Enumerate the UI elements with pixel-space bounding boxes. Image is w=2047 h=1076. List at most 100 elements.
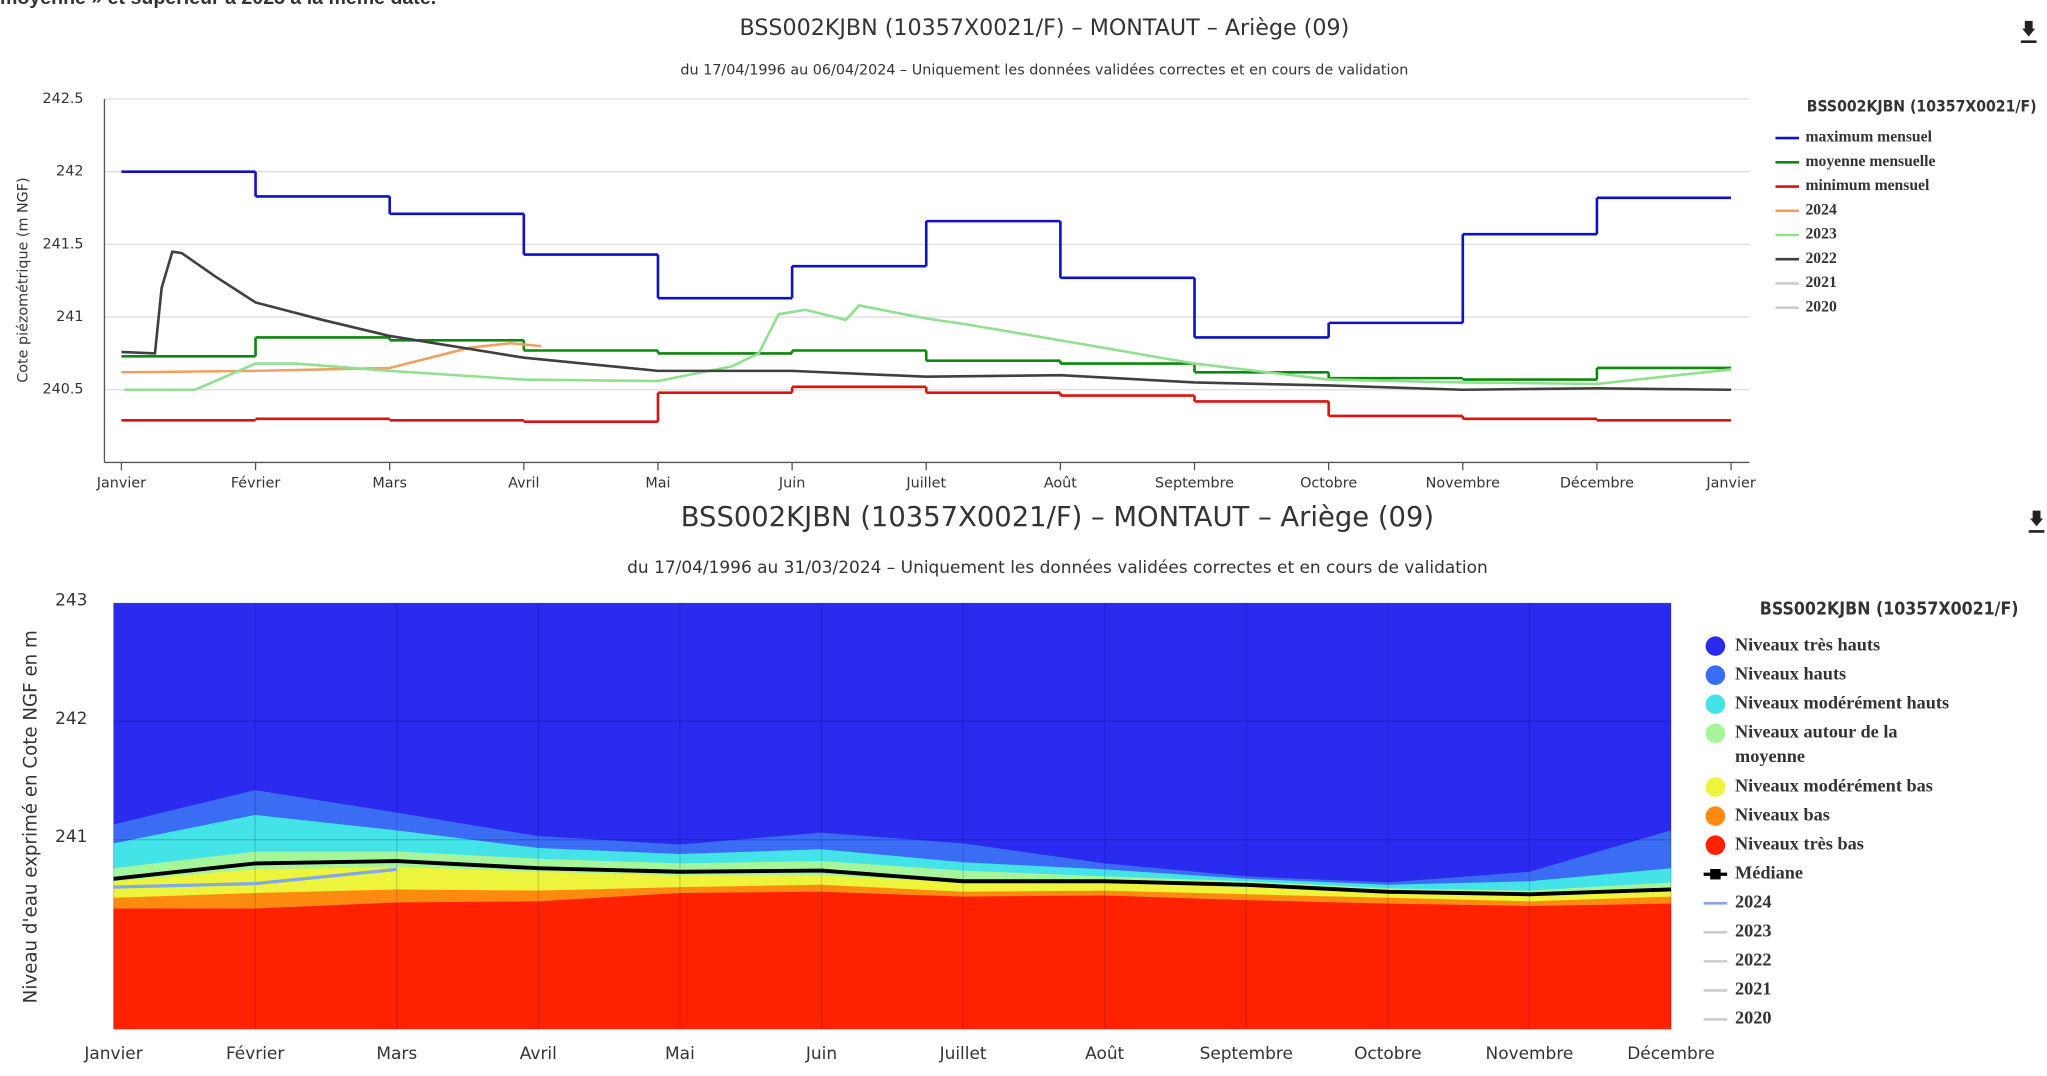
legend-item[interactable]: 2022 [1775, 250, 1837, 267]
legend-swatch[interactable] [1705, 723, 1726, 744]
legend-label[interactable]: Niveaux hauts [1735, 663, 1846, 683]
x-tick-label: Décembre [1627, 1043, 1715, 1063]
series-line [121, 250, 1732, 392]
legend-label[interactable]: Niveaux très hauts [1735, 634, 1880, 654]
x-tick-label: Octobre [1300, 475, 1357, 491]
y-axis-title: Niveau d'eau exprimé en Cote NGF en m [20, 630, 41, 1003]
legend-label[interactable]: 2022 [1805, 250, 1836, 267]
legend-label[interactable]: Niveaux très bas [1735, 833, 1864, 853]
x-tick-label: Janvier [96, 475, 146, 491]
legend-label[interactable]: 2023 [1805, 226, 1836, 243]
series-line [124, 304, 1732, 392]
legend-swatch[interactable] [1705, 806, 1726, 826]
legend-label[interactable]: 2022 [1735, 950, 1772, 970]
x-tick-label: Novembre [1426, 475, 1500, 491]
y-axis-title: Cote piézométrique (m NGF) [15, 177, 31, 382]
legend-item[interactable]: 2024 [1775, 201, 1837, 218]
legend-item[interactable]: 2020 [1775, 298, 1837, 315]
legend-item[interactable]: 2024 [1703, 891, 1772, 911]
legend-label[interactable]: Médiane [1735, 862, 1803, 882]
legend-label[interactable]: Niveaux bas [1735, 804, 1830, 824]
legend-label[interactable]: Niveaux autour de la moyenne [1735, 721, 1898, 766]
legend-label[interactable]: 2023 [1735, 921, 1772, 941]
y-tick-label: 243 [55, 590, 87, 610]
x-tick-label: Novembre [1486, 1043, 1574, 1063]
legend-title: BSS002KJBN (10357X0021/F) [1807, 96, 2037, 115]
x-tick-label: Août [1085, 1043, 1124, 1063]
legend-label[interactable]: 2020 [1805, 298, 1836, 315]
legend-label[interactable]: Niveaux modérément bas [1735, 775, 1933, 795]
y-tick-label: 241 [56, 309, 83, 325]
legend-item[interactable]: 2021 [1775, 274, 1837, 291]
x-tick-label: Avril [508, 475, 539, 491]
legend-item[interactable]: moyenne mensuelle [1775, 153, 1935, 170]
series-line [121, 341, 542, 374]
legend-item[interactable]: 2022 [1703, 950, 1772, 970]
legend-item[interactable]: maximum mensuel [1775, 129, 1933, 146]
x-tick-label: Juin [778, 475, 805, 491]
legend-box [1691, 586, 2047, 1043]
y-tick-label: 241 [55, 826, 87, 846]
x-tick-label: Octobre [1354, 1043, 1421, 1063]
chart-title: BSS002KJBN (10357X0021/F) – MONTAUT – Ar… [740, 15, 1350, 41]
legend-label[interactable]: 2024 [1735, 891, 1772, 911]
legend-swatch[interactable] [1705, 835, 1726, 855]
legend-item[interactable]: minimum mensuel [1775, 177, 1930, 194]
legend-label[interactable]: 2020 [1735, 1008, 1772, 1028]
legend-label[interactable]: Niveaux modérément hauts [1735, 692, 1949, 712]
x-tick-label: Juillet [905, 475, 946, 491]
x-tick-label: Septembre [1200, 1043, 1293, 1063]
legend-item[interactable]: Niveaux modérément bas [1705, 775, 1933, 797]
header-text: moyenne » et supérieur à 2023 à la même … [0, 0, 436, 9]
download-icon[interactable] [2020, 20, 2037, 43]
x-tick-label: Mai [665, 1043, 695, 1063]
y-tick-label: 241.5 [42, 236, 83, 252]
legend-item[interactable]: 2023 [1775, 226, 1837, 243]
legend-item[interactable]: 2020 [1703, 1008, 1772, 1028]
x-tick-label: Septembre [1155, 475, 1234, 491]
legend-label[interactable]: 2021 [1805, 274, 1836, 291]
legend-swatch[interactable] [1705, 777, 1726, 797]
legend-item[interactable]: Niveaux hauts [1705, 663, 1847, 685]
y-tick-label: 242 [56, 164, 83, 180]
series-area [113, 891, 1672, 1030]
chart-title: BSS002KJBN (10357X0021/F) – MONTAUT – Ar… [681, 502, 1434, 533]
x-tick-label: Février [226, 1043, 284, 1063]
chart-subtitle: du 17/04/1996 au 31/03/2024 – Uniquement… [627, 557, 1488, 577]
y-tick-label: 240.5 [42, 382, 83, 398]
x-tick-label: Mai [645, 475, 670, 491]
legend-item[interactable]: 2021 [1703, 979, 1772, 999]
series-line [113, 867, 397, 889]
x-tick-label: Juin [805, 1043, 837, 1063]
x-tick-label: Janvier [1705, 475, 1755, 491]
x-tick-label: Juillet [939, 1043, 987, 1063]
legend-item[interactable]: Niveaux modérément hauts [1705, 692, 1950, 714]
legend-box [1765, 88, 2047, 329]
legend-item[interactable]: Niveaux très hauts [1705, 634, 1881, 656]
legend-item[interactable]: 2023 [1703, 921, 1772, 941]
legend-label[interactable]: maximum mensuel [1805, 129, 1932, 146]
x-tick-label: Janvier [83, 1043, 142, 1063]
legend-item[interactable]: Niveaux très bas [1705, 833, 1864, 855]
y-tick-label: 242 [55, 708, 87, 728]
chart-subtitle: du 17/04/1996 au 06/04/2024 – Uniquement… [680, 62, 1408, 78]
legend-item[interactable]: Niveaux autour de la moyenne [1705, 721, 1898, 766]
legend-label[interactable]: 2024 [1805, 201, 1836, 218]
legend-label[interactable]: 2021 [1735, 979, 1772, 999]
download-button[interactable] [2020, 20, 2037, 43]
x-tick-label: Août [1044, 475, 1077, 491]
x-tick-label: Mars [372, 475, 407, 491]
legend-swatch[interactable] [1705, 694, 1726, 714]
legend-swatch[interactable] [1705, 665, 1726, 685]
legend-label[interactable]: minimum mensuel [1805, 177, 1929, 194]
y-tick-label: 242.5 [42, 91, 83, 107]
legend-swatch[interactable] [1705, 636, 1726, 656]
legend-swatch-marker[interactable] [1710, 869, 1721, 880]
legend-item[interactable]: Niveaux bas [1705, 804, 1830, 826]
x-tick-label: Février [231, 475, 280, 491]
legend-item[interactable]: Médiane [1703, 862, 1803, 882]
x-tick-label: Mars [376, 1043, 417, 1063]
legend-label[interactable]: moyenne mensuelle [1805, 153, 1935, 170]
